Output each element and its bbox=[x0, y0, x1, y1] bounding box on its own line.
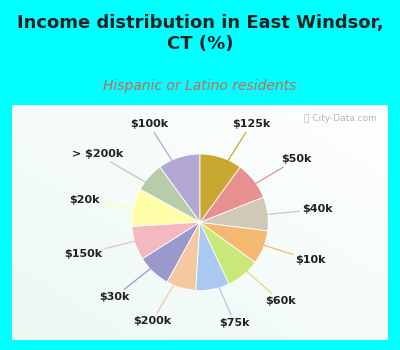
Wedge shape bbox=[167, 222, 200, 290]
Wedge shape bbox=[200, 167, 264, 222]
Text: $30k: $30k bbox=[99, 250, 174, 302]
Text: $50k: $50k bbox=[230, 154, 312, 199]
Text: ⓘ City-Data.com: ⓘ City-Data.com bbox=[304, 114, 377, 124]
Wedge shape bbox=[140, 167, 200, 222]
Text: $75k: $75k bbox=[207, 259, 250, 328]
Wedge shape bbox=[132, 222, 200, 259]
Wedge shape bbox=[200, 222, 268, 262]
Wedge shape bbox=[200, 222, 255, 284]
Text: Income distribution in East Windsor,
CT (%): Income distribution in East Windsor, CT … bbox=[17, 14, 383, 53]
Text: $20k: $20k bbox=[69, 195, 163, 214]
Text: $125k: $125k bbox=[212, 119, 270, 187]
Text: Hispanic or Latino residents: Hispanic or Latino residents bbox=[103, 79, 297, 93]
Wedge shape bbox=[160, 154, 200, 222]
Wedge shape bbox=[132, 189, 200, 226]
Text: $100k: $100k bbox=[130, 119, 188, 187]
Wedge shape bbox=[200, 197, 268, 231]
Text: $10k: $10k bbox=[235, 236, 326, 265]
Wedge shape bbox=[196, 222, 229, 290]
Text: $150k: $150k bbox=[64, 234, 164, 259]
Text: $40k: $40k bbox=[237, 204, 333, 218]
Text: $200k: $200k bbox=[133, 258, 190, 326]
Wedge shape bbox=[200, 154, 240, 222]
Text: $60k: $60k bbox=[224, 251, 296, 307]
Wedge shape bbox=[142, 222, 200, 282]
Text: > $200k: > $200k bbox=[72, 149, 172, 197]
